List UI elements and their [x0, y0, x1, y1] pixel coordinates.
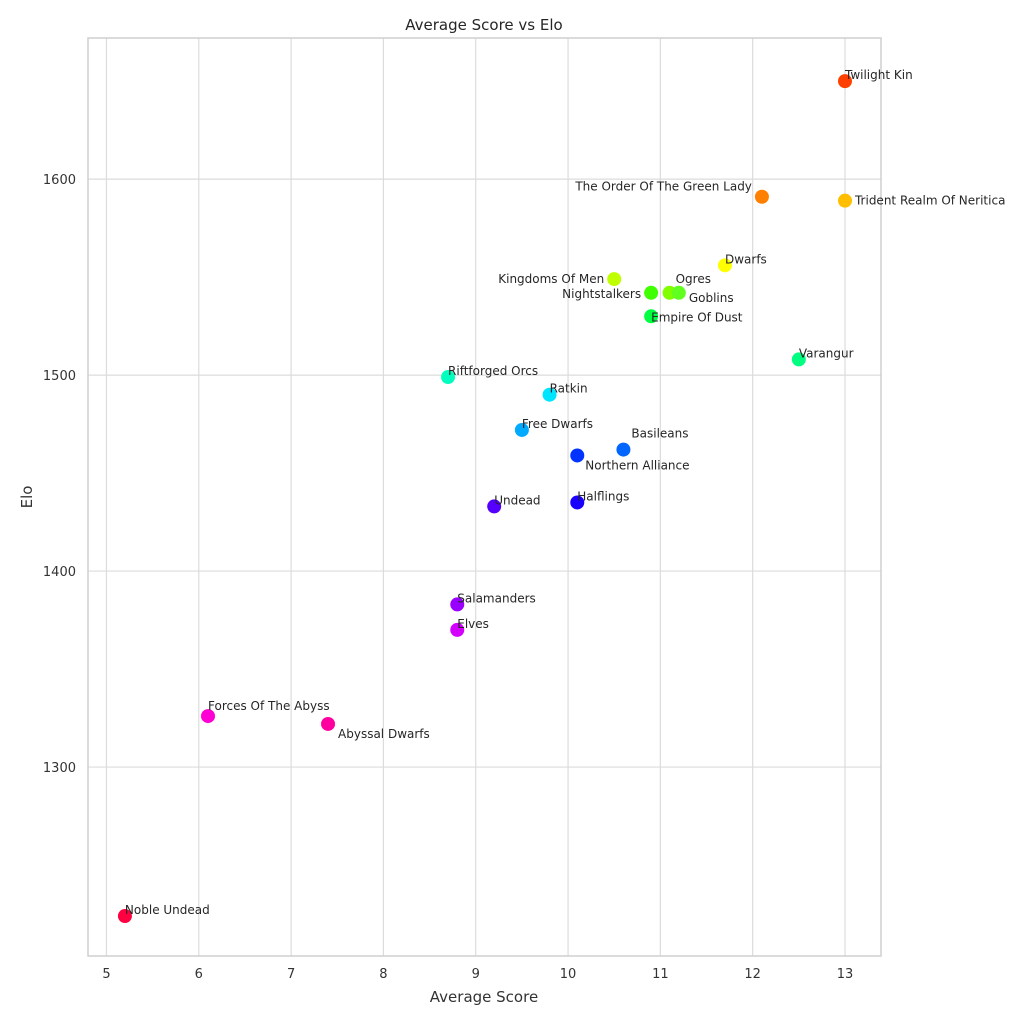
data-point: [616, 442, 631, 457]
point-label: Elves: [457, 617, 489, 631]
y-tick-label: 1300: [43, 761, 76, 776]
y-tick-label: 1500: [43, 369, 76, 384]
data-point: [671, 285, 686, 300]
point-label: Ogres: [676, 272, 711, 286]
x-tick-label: 11: [652, 967, 669, 982]
point-label: Riftforged Orcs: [448, 364, 538, 378]
x-tick-label: 9: [472, 967, 480, 982]
data-point: [487, 499, 502, 514]
data-point: [570, 448, 585, 463]
data-point: [321, 716, 336, 731]
data-point: [441, 370, 456, 385]
data-point: [837, 74, 852, 89]
plot-frame: [87, 37, 882, 957]
y-axis-label: Elo: [18, 486, 36, 509]
point-label: Undead: [494, 493, 540, 507]
data-point: [607, 272, 622, 287]
point-label: Basileans: [631, 427, 688, 441]
x-tick-label: 5: [102, 967, 110, 982]
data-point: [754, 189, 769, 204]
point-label: Kingdoms Of Men: [498, 272, 604, 286]
x-tick-label: 6: [195, 967, 203, 982]
point-label: Twilight Kin: [844, 68, 913, 82]
point-label: Free Dwarfs: [522, 417, 593, 431]
chart-title: Average Score vs Elo: [405, 16, 562, 34]
data-point: [450, 622, 465, 637]
data-point: [201, 709, 216, 724]
point-label: Trident Realm Of Neritica: [854, 194, 1005, 208]
point-label: The Order Of The Green Lady: [574, 180, 752, 194]
y-tick-label: 1400: [43, 565, 76, 580]
data-point: [717, 258, 732, 273]
x-tick-label: 7: [287, 967, 295, 982]
data-point: [117, 909, 132, 924]
x-axis-label: Average Score: [430, 988, 538, 1006]
point-label: Empire Of Dust: [651, 310, 743, 324]
point-label: Goblins: [689, 291, 734, 305]
point-label: Dwarfs: [725, 252, 767, 266]
x-tick-label: 12: [744, 967, 761, 982]
data-point: [542, 387, 557, 402]
point-label: Northern Alliance: [585, 458, 689, 472]
y-tick-label: 1600: [43, 173, 76, 188]
point-label: Salamanders: [457, 591, 536, 605]
data-point: [514, 422, 529, 437]
data-point: [570, 495, 585, 510]
point-label: Ratkin: [550, 382, 588, 396]
x-tick-label: 13: [837, 967, 854, 982]
data-point: [644, 285, 659, 300]
point-label: Nightstalkers: [562, 287, 641, 301]
x-tick-label: 10: [560, 967, 577, 982]
x-tick-label: 8: [379, 967, 387, 982]
point-label: Halflings: [577, 489, 629, 503]
point-label: Noble Undead: [125, 903, 210, 917]
data-point: [644, 309, 659, 324]
point-label: Abyssal Dwarfs: [338, 727, 430, 741]
data-point: [450, 597, 465, 612]
data-point: [837, 193, 852, 208]
point-label: Forces Of The Abyss: [208, 699, 330, 713]
point-label: Varangur: [799, 346, 854, 360]
data-point: [791, 352, 806, 367]
